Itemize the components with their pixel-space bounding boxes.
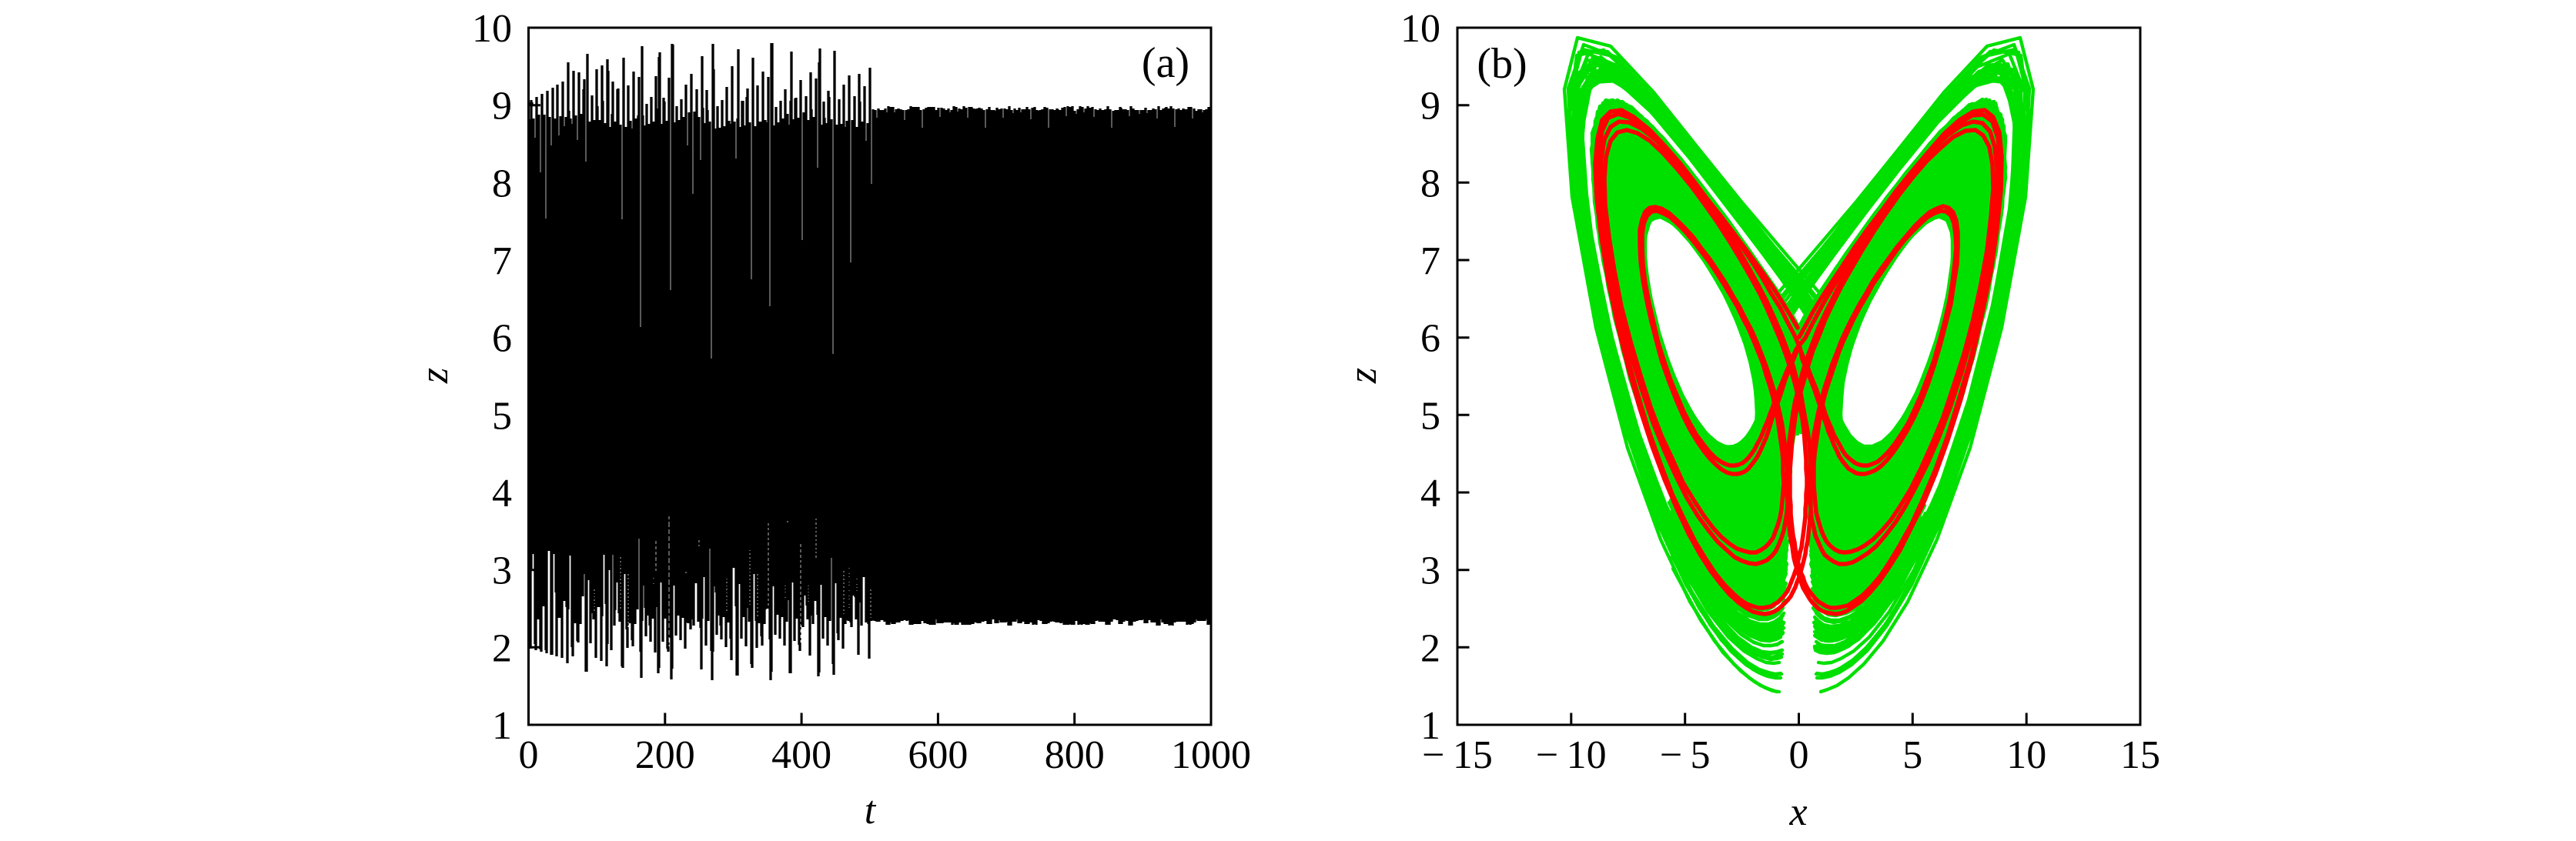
svg-text:10: 10 (2006, 733, 2046, 777)
svg-text:0: 0 (519, 733, 539, 777)
svg-text:3: 3 (1420, 549, 1440, 593)
svg-text:5: 5 (492, 394, 512, 438)
svg-text:10: 10 (1400, 7, 1440, 51)
svg-text:0: 0 (1789, 733, 1809, 777)
svg-text:600: 600 (908, 733, 968, 777)
svg-text:z: z (413, 368, 457, 384)
svg-text:1000: 1000 (1171, 733, 1251, 777)
svg-text:2: 2 (1420, 626, 1440, 670)
svg-text:t: t (865, 789, 877, 833)
svg-text:− 10: − 10 (1536, 733, 1607, 777)
svg-text:9: 9 (1420, 85, 1440, 128)
svg-text:(a): (a) (1142, 39, 1189, 87)
svg-text:4: 4 (1420, 472, 1440, 516)
svg-text:1: 1 (492, 704, 512, 748)
svg-text:15: 15 (2120, 733, 2160, 777)
svg-text:− 15: − 15 (1422, 733, 1493, 777)
svg-text:9: 9 (492, 85, 512, 128)
svg-text:200: 200 (635, 733, 695, 777)
svg-text:10: 10 (472, 7, 512, 51)
svg-text:400: 400 (771, 733, 831, 777)
svg-text:(b): (b) (1477, 40, 1527, 88)
svg-text:5: 5 (1902, 733, 1922, 777)
svg-text:6: 6 (492, 317, 512, 361)
svg-text:800: 800 (1045, 733, 1105, 777)
svg-text:8: 8 (492, 162, 512, 205)
svg-text:− 5: − 5 (1660, 733, 1711, 777)
svg-text:8: 8 (1420, 162, 1440, 205)
svg-text:2: 2 (492, 626, 512, 670)
svg-text:7: 7 (1420, 239, 1440, 283)
svg-text:3: 3 (492, 549, 512, 593)
svg-text:1: 1 (1420, 704, 1440, 748)
svg-text:x: x (1788, 790, 1807, 834)
svg-text:5: 5 (1420, 394, 1440, 438)
svg-text:z: z (1341, 368, 1385, 384)
svg-text:6: 6 (1420, 317, 1440, 361)
svg-text:4: 4 (492, 472, 512, 516)
svg-text:7: 7 (492, 239, 512, 283)
